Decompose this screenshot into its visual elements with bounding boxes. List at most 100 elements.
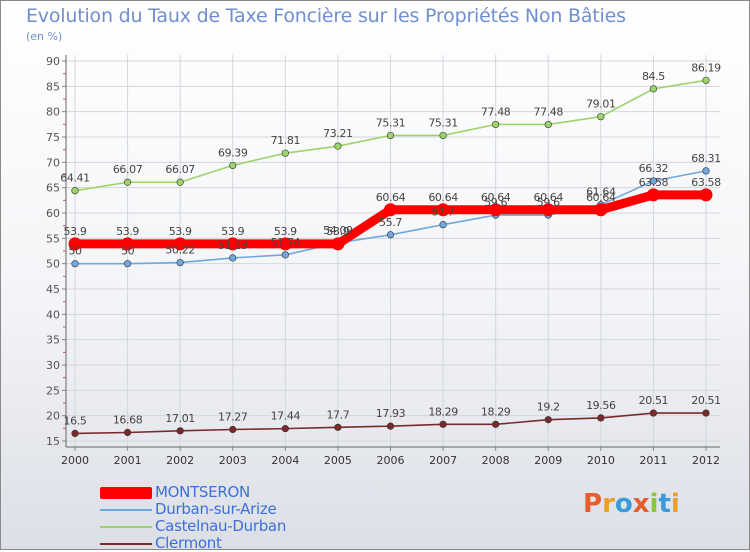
data-label: 59.6 <box>537 196 560 209</box>
legend-label-castelnau: Castelnau-Durban <box>155 517 287 535</box>
data-point <box>123 178 132 186</box>
legend-swatch-castelnau <box>100 526 152 528</box>
data-label: 75.31 <box>376 116 406 129</box>
y-tick-label: 75 <box>46 131 60 144</box>
legend-swatch-montseron <box>100 487 152 499</box>
x-tick-label: 2002 <box>166 454 194 467</box>
data-label: 17.44 <box>271 410 301 423</box>
x-tick-label: 2000 <box>61 454 89 467</box>
x-tick-label: 2005 <box>324 454 352 467</box>
data-label: 53.9 <box>221 225 244 238</box>
data-label: 63.58 <box>691 176 721 189</box>
data-point <box>123 260 132 268</box>
y-unit-label: (en %) <box>26 30 63 43</box>
y-tick-label: 70 <box>46 156 60 169</box>
y-tick-label: 90 <box>46 55 60 68</box>
data-point <box>281 149 289 157</box>
x-tick-label: 2010 <box>587 454 615 467</box>
data-label: 77.48 <box>534 105 564 118</box>
data-point <box>439 420 447 428</box>
data-point <box>489 203 503 217</box>
data-label: 20.51 <box>639 394 669 407</box>
data-label: 64.41 <box>60 172 90 185</box>
data-point <box>173 237 187 251</box>
data-label: 17.27 <box>218 410 248 423</box>
data-label: 86.19 <box>691 61 721 74</box>
data-point <box>334 423 342 431</box>
data-point <box>71 429 79 438</box>
data-label: 60.64 <box>481 191 511 204</box>
data-point <box>544 120 552 129</box>
y-tick-label: 65 <box>46 182 60 195</box>
data-point <box>439 131 447 140</box>
data-label: 53.9 <box>274 225 297 238</box>
chart-title: Evolution du Taux de Taxe Foncière sur l… <box>26 5 626 27</box>
data-label: 16.68 <box>113 413 143 426</box>
x-tick-label: 2012 <box>692 454 720 467</box>
data-label: 66.07 <box>113 163 143 176</box>
data-label: 68.31 <box>691 152 721 165</box>
data-label: 17.7 <box>326 408 349 421</box>
data-point <box>702 167 710 175</box>
logo-letter: i <box>670 489 680 519</box>
data-label: 18.29 <box>481 405 511 418</box>
proxiti-logo: Proxiti <box>583 489 680 519</box>
logo-letter: r <box>602 489 615 519</box>
data-point <box>334 142 342 150</box>
data-label: 20.51 <box>691 394 721 407</box>
x-tick-label: 2006 <box>377 454 405 467</box>
data-point <box>597 414 605 422</box>
x-tick-label: 2008 <box>482 454 510 467</box>
data-point <box>492 120 500 129</box>
data-label: 50.22 <box>165 244 195 257</box>
data-label: 54.09 <box>323 224 353 237</box>
data-label: 53.9 <box>64 225 87 238</box>
data-label: 53.9 <box>169 225 192 238</box>
data-point <box>176 258 184 267</box>
legend-label-durban: Durban-sur-Arize <box>155 500 277 518</box>
data-point <box>123 428 132 437</box>
y-tick-label: 35 <box>46 334 60 347</box>
data-label: 61.64 <box>586 186 616 199</box>
data-label: 50 <box>68 245 82 258</box>
data-point <box>226 237 240 251</box>
data-point <box>331 237 345 251</box>
legend-swatch-clermont <box>100 543 152 545</box>
data-point <box>649 177 658 185</box>
data-label: 69.39 <box>218 146 248 159</box>
data-point <box>229 425 237 434</box>
data-point <box>278 237 292 251</box>
data-label: 50 <box>121 245 135 258</box>
y-tick-label: 60 <box>46 207 60 220</box>
data-label: 59.6 <box>484 196 507 209</box>
data-point <box>386 131 395 140</box>
data-label: 60.64 <box>376 191 406 204</box>
data-point <box>646 188 660 202</box>
y-tick-label: 15 <box>46 435 60 448</box>
data-point <box>386 422 395 430</box>
data-label: 55.7 <box>379 216 402 229</box>
data-point <box>702 76 710 84</box>
data-point <box>439 221 447 229</box>
data-label: 77.48 <box>481 105 511 118</box>
data-point <box>594 203 608 217</box>
data-label: 63.58 <box>639 176 669 189</box>
data-label: 73.21 <box>323 127 353 140</box>
line-chart: 15 20 25 30 35 40 45 50 55 60 65 70 75 80 85 90 2000 2001… <box>46 55 722 467</box>
data-label: 19.2 <box>537 401 560 414</box>
y-tick-label: 50 <box>46 258 60 271</box>
data-label: 17.01 <box>165 412 195 425</box>
x-tick-label: 2011 <box>639 454 667 467</box>
data-point <box>386 231 395 239</box>
logo-letter: o <box>614 489 633 519</box>
data-point <box>702 409 710 417</box>
y-tick-label: 40 <box>46 308 60 321</box>
data-label: 75.31 <box>428 116 458 129</box>
data-label: 66.07 <box>165 163 195 176</box>
y-tick-label: 30 <box>46 359 60 372</box>
data-label: 51.13 <box>218 239 248 252</box>
data-label: 60.64 <box>428 191 458 204</box>
data-label: 71.81 <box>271 134 301 147</box>
logo-letter: P <box>583 489 603 519</box>
